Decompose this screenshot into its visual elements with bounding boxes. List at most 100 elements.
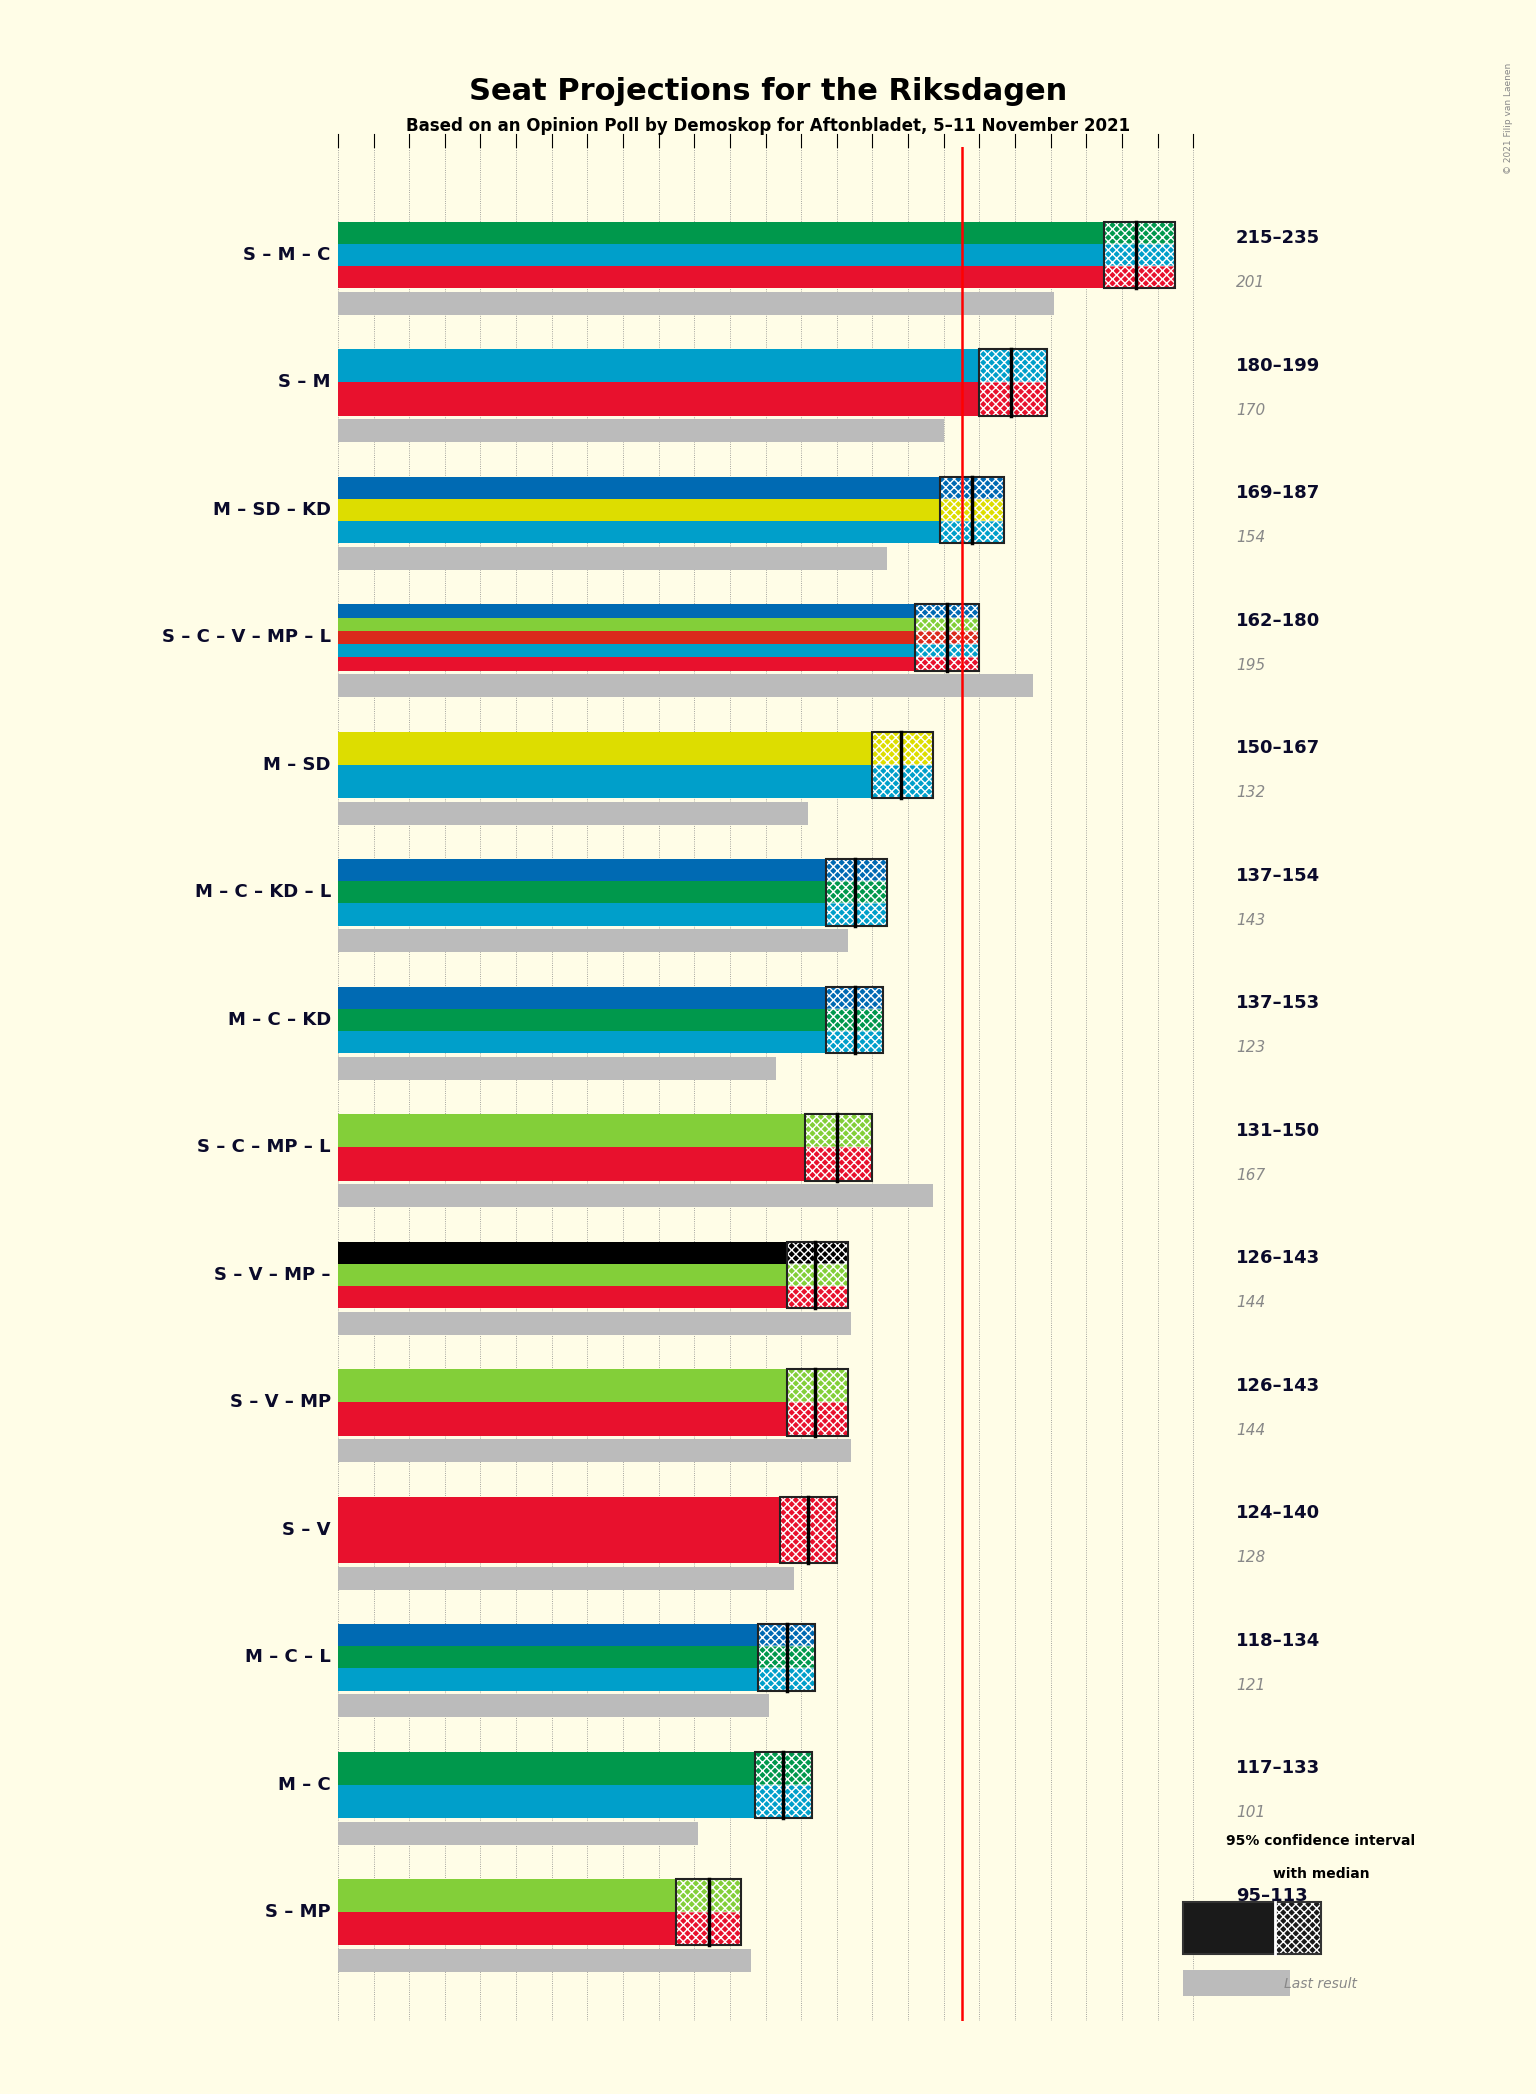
- Bar: [1104, 222, 1175, 243]
- Text: 128: 128: [1236, 1550, 1266, 1566]
- Bar: [676, 1878, 740, 1912]
- Text: M – C – KD – L: M – C – KD – L: [195, 884, 330, 900]
- Text: 118–134: 118–134: [1236, 1631, 1319, 1650]
- Bar: [338, 1669, 759, 1690]
- Bar: [826, 986, 883, 1009]
- Bar: [826, 859, 886, 926]
- Text: 124–140: 124–140: [1236, 1503, 1319, 1522]
- Text: S – C – MP – L: S – C – MP – L: [197, 1139, 330, 1156]
- Text: 201: 201: [1236, 276, 1266, 291]
- Bar: [338, 383, 980, 415]
- Bar: [980, 383, 1048, 415]
- Bar: [915, 645, 980, 658]
- Text: S – M – C: S – M – C: [243, 245, 330, 264]
- Bar: [1183, 1901, 1321, 1954]
- Bar: [1183, 1901, 1321, 1954]
- Bar: [826, 1009, 883, 1030]
- Bar: [786, 1369, 848, 1403]
- Bar: [826, 986, 883, 1053]
- Bar: [872, 764, 932, 798]
- Bar: [786, 1265, 848, 1286]
- Bar: [940, 477, 1005, 498]
- Bar: [940, 498, 1005, 521]
- Bar: [338, 1242, 786, 1265]
- Bar: [338, 658, 915, 670]
- Bar: [754, 1784, 813, 1818]
- Bar: [980, 383, 1048, 415]
- Bar: [338, 930, 848, 953]
- Bar: [338, 986, 826, 1009]
- Bar: [915, 658, 980, 670]
- Bar: [338, 1030, 826, 1053]
- Bar: [980, 350, 1048, 415]
- Text: M – SD: M – SD: [263, 756, 330, 775]
- Text: 143: 143: [1236, 913, 1266, 928]
- Text: 180–199: 180–199: [1236, 356, 1319, 375]
- Bar: [754, 1753, 813, 1818]
- Bar: [338, 731, 872, 764]
- Bar: [338, 1009, 826, 1030]
- Bar: [338, 1912, 676, 1945]
- Bar: [1104, 222, 1175, 243]
- Text: S – V – MP: S – V – MP: [230, 1393, 330, 1411]
- Bar: [915, 618, 980, 630]
- Text: with median: with median: [1273, 1866, 1369, 1880]
- Bar: [1104, 222, 1175, 289]
- Bar: [1183, 1970, 1290, 1996]
- Text: 154: 154: [1236, 530, 1266, 544]
- Bar: [872, 731, 932, 764]
- Bar: [915, 605, 980, 670]
- Bar: [338, 1950, 751, 1973]
- Bar: [805, 1148, 872, 1181]
- Text: 170: 170: [1236, 402, 1266, 419]
- Bar: [1104, 266, 1175, 289]
- Bar: [338, 630, 915, 645]
- Bar: [759, 1625, 816, 1690]
- Text: 95–113: 95–113: [1236, 1887, 1307, 1906]
- Bar: [1104, 243, 1175, 266]
- Bar: [338, 882, 826, 903]
- Bar: [338, 1439, 851, 1462]
- Text: 169–187: 169–187: [1236, 484, 1319, 503]
- Bar: [759, 1625, 816, 1646]
- Text: 144: 144: [1236, 1296, 1266, 1311]
- Bar: [980, 350, 1048, 383]
- Bar: [980, 350, 1048, 383]
- Text: S – MP: S – MP: [266, 1903, 330, 1922]
- Bar: [754, 1753, 813, 1784]
- Bar: [826, 986, 883, 1009]
- Bar: [826, 1030, 883, 1053]
- Bar: [1104, 243, 1175, 266]
- Bar: [338, 498, 940, 521]
- Bar: [872, 731, 932, 764]
- Text: 116: 116: [1236, 1933, 1266, 1947]
- Text: 123: 123: [1236, 1041, 1266, 1055]
- Bar: [676, 1912, 740, 1945]
- Bar: [826, 859, 886, 882]
- Bar: [1275, 1901, 1321, 1954]
- Bar: [338, 521, 940, 542]
- Bar: [338, 477, 940, 498]
- Bar: [338, 266, 1104, 289]
- Bar: [786, 1265, 848, 1286]
- Text: Based on an Opinion Poll by Demoskop for Aftonbladet, 5–11 November 2021: Based on an Opinion Poll by Demoskop for…: [406, 117, 1130, 136]
- Text: © 2021 Filip van Laenen: © 2021 Filip van Laenen: [1504, 63, 1513, 174]
- Bar: [940, 477, 1005, 542]
- Bar: [786, 1403, 848, 1436]
- Text: 121: 121: [1236, 1677, 1266, 1692]
- Bar: [786, 1242, 848, 1265]
- Bar: [915, 630, 980, 645]
- Bar: [338, 1057, 776, 1081]
- Bar: [338, 1114, 805, 1148]
- Bar: [915, 605, 980, 618]
- Bar: [1104, 266, 1175, 289]
- Bar: [826, 1009, 883, 1030]
- Bar: [826, 903, 886, 926]
- Text: 126–143: 126–143: [1236, 1250, 1319, 1267]
- Bar: [338, 1646, 759, 1669]
- Bar: [826, 882, 886, 903]
- Bar: [826, 903, 886, 926]
- Text: 150–167: 150–167: [1236, 739, 1319, 758]
- Bar: [915, 618, 980, 630]
- Bar: [759, 1625, 816, 1646]
